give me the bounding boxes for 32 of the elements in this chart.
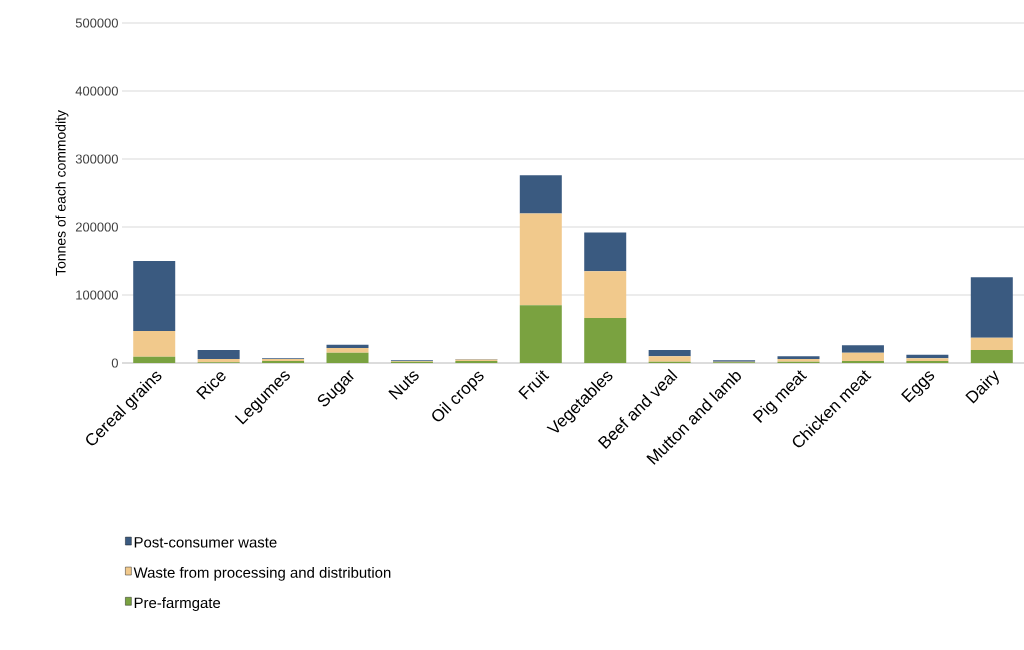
bar	[648, 350, 691, 357]
bar	[133, 260, 176, 332]
bar	[584, 318, 627, 363]
bar	[326, 348, 369, 353]
y-tick-label: 400000	[75, 86, 118, 96]
y-axis-title: Tonnes of each commodity	[55, 110, 69, 276]
legend-label: Pre-farmgate	[134, 597, 221, 612]
y-tick-label: 200000	[75, 222, 118, 232]
bar	[841, 345, 884, 353]
bar	[519, 305, 562, 363]
bar	[519, 175, 562, 214]
y-tick-label: 500000	[75, 18, 118, 28]
bar	[841, 360, 884, 363]
legend-label: Waste from processing and distribution	[133, 566, 391, 581]
bar	[841, 352, 884, 361]
bar	[133, 331, 176, 357]
bar	[519, 213, 562, 306]
bar	[970, 350, 1013, 363]
bar	[197, 358, 240, 363]
y-tick-label: 0	[111, 358, 118, 368]
bar	[584, 271, 627, 319]
y-tick-label: 300000	[75, 154, 118, 164]
x-tick-label: Rice	[196, 372, 226, 400]
bar	[584, 232, 627, 272]
bar	[326, 352, 369, 363]
bar	[133, 356, 176, 363]
bar	[197, 350, 240, 359]
y-tick-label: 100000	[76, 290, 118, 300]
bar	[970, 337, 1013, 351]
bar	[970, 277, 1013, 338]
bar	[648, 356, 691, 362]
legend-label: Post-consumer waste	[134, 537, 277, 548]
